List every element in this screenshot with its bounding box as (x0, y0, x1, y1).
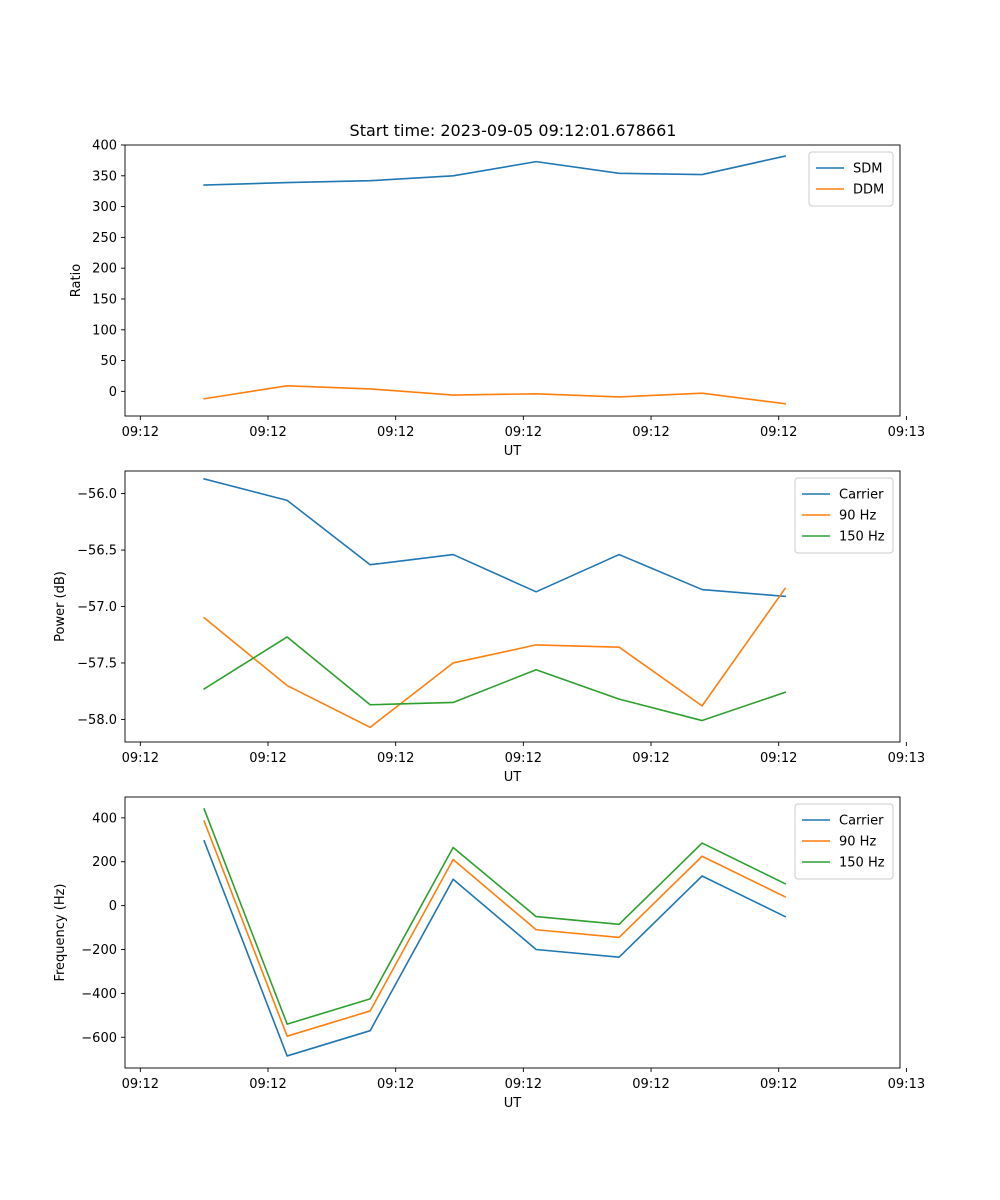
chart-panel-2: −58.0 −57.5 −57.0 −56.5 −56.0 09:12 09:12 09:12… (53, 470, 925, 785)
y-tick-label: −56.0 (77, 487, 117, 502)
x-tick-label: 09:12 (249, 425, 286, 440)
legend-label: Carrier (839, 814, 884, 829)
series-line-150-hz (203, 636, 787, 722)
y-tick-label: 50 (100, 354, 117, 369)
x-axis-label: UT (504, 444, 522, 459)
x-tick-label: 09:12 (122, 1077, 159, 1092)
x-tick-label: 09:12 (632, 1077, 669, 1092)
x-tick-label: 09:12 (632, 425, 669, 440)
x-tick-label: 09:12 (249, 751, 286, 766)
y-tick-label: −57.0 (77, 600, 117, 615)
y-tick-label: −56.5 (77, 544, 117, 559)
series-line-90-hz (203, 820, 787, 1037)
y-tick-label: 300 (92, 200, 117, 215)
x-tick-label: 09:12 (760, 1077, 797, 1092)
x-tick-label: 09:12 (760, 425, 797, 440)
x-tick-label: 09:13 (888, 425, 925, 440)
y-tick-label: 200 (92, 262, 117, 277)
y-tick-label: 0 (109, 385, 117, 400)
legend-label: Carrier (839, 488, 884, 503)
x-tick-label: 09:12 (377, 751, 414, 766)
y-tick-label: −200 (81, 943, 117, 958)
x-axis-label: UT (504, 770, 522, 785)
y-axis-label: Power (dB) (53, 571, 68, 642)
series-line-150-hz (203, 808, 787, 1025)
y-tick-label: 200 (92, 855, 117, 870)
legend-box (808, 151, 894, 207)
legend: Carrier 90 Hz 150 Hz (794, 477, 894, 554)
y-tick-label: 0 (109, 899, 117, 914)
y-tick-label: 400 (92, 811, 117, 826)
plot-frame (124, 144, 901, 417)
series-line-90-hz (203, 587, 787, 729)
x-tick-label: 09:12 (122, 425, 159, 440)
y-tick-label: 350 (92, 169, 117, 184)
x-tick-label: 09:12 (505, 425, 542, 440)
chart-title: Start time: 2023-09-05 09:12:01.678661 (350, 121, 677, 140)
x-tick-label: 09:12 (632, 751, 669, 766)
x-tick-label: 09:12 (760, 751, 797, 766)
chart-panel-1: 0 50 100 150 200 250 300 350 400 09:12 09:12 09:12 0… (69, 139, 925, 460)
y-tick-label: −600 (81, 1031, 117, 1046)
y-axis-label: Frequency (Hz) (53, 883, 68, 981)
legend-box (794, 477, 894, 554)
y-tick-label: 150 (92, 292, 117, 307)
plot-frame (124, 796, 901, 1069)
x-tick-label: 09:12 (377, 1077, 414, 1092)
x-tick-label: 09:12 (249, 1077, 286, 1092)
y-tick-label: 400 (92, 139, 117, 154)
y-tick-label: 250 (92, 231, 117, 246)
x-tick-label: 09:12 (122, 751, 159, 766)
legend-label: SDM (853, 162, 882, 177)
legend-label: 150 Hz (839, 530, 885, 545)
y-tick-label: −400 (81, 987, 117, 1002)
y-tick-label: 100 (92, 323, 117, 338)
series-line-carrier (203, 839, 787, 1057)
legend-label: 90 Hz (839, 509, 876, 524)
y-axis-label: Ratio (69, 264, 84, 297)
series-line-sdm (203, 155, 787, 186)
x-tick-label: 09:12 (377, 425, 414, 440)
legend-box (794, 803, 894, 880)
series-line-carrier (203, 477, 786, 598)
x-axis-label: UT (504, 1096, 522, 1111)
legend-label: 150 Hz (839, 856, 885, 871)
legend: SDM DDM (808, 151, 894, 207)
y-tick-label: −58.0 (77, 713, 117, 728)
y-tick-label: −57.5 (77, 656, 117, 671)
x-tick-label: 09:12 (505, 1077, 542, 1092)
x-tick-label: 09:13 (888, 751, 925, 766)
x-tick-label: 09:13 (888, 1077, 925, 1092)
chart-panel-3: −600 −400 −200 0 200 400 09:12 09:12 09:12 09:12 0… (53, 796, 925, 1111)
legend-label: DDM (853, 183, 884, 198)
x-tick-label: 09:12 (505, 751, 542, 766)
legend-label: 90 Hz (839, 835, 876, 850)
legend: Carrier 90 Hz 150 Hz (794, 803, 894, 880)
series-line-ddm (203, 385, 786, 405)
